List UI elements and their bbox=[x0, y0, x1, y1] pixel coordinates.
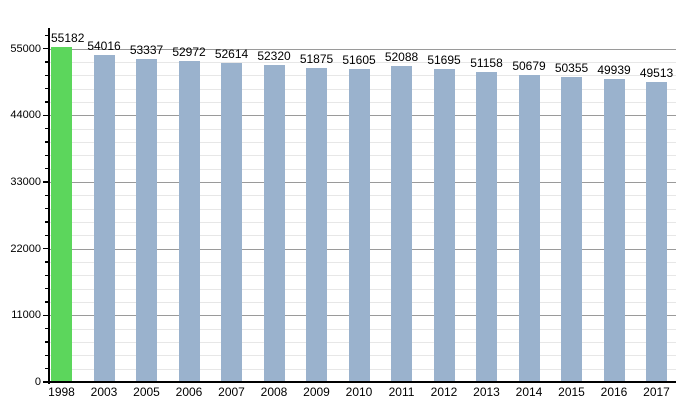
x-tick-label: 2007 bbox=[218, 385, 245, 399]
x-tick-label: 2005 bbox=[133, 385, 160, 399]
bar-value-label: 53337 bbox=[129, 42, 164, 57]
y-axis-minor-tick bbox=[44, 261, 49, 263]
bar-2015 bbox=[561, 76, 582, 383]
x-tick-label: 2015 bbox=[558, 385, 585, 399]
bar-value-label: 52972 bbox=[172, 44, 206, 59]
x-tick-label: 2011 bbox=[388, 385, 415, 399]
bar-2003 bbox=[93, 54, 115, 383]
y-axis-minor-tick bbox=[44, 154, 49, 157]
y-gridline-minor bbox=[49, 61, 676, 63]
x-tick-label: 2009 bbox=[303, 385, 330, 399]
y-tick-label: 22000 bbox=[10, 242, 41, 255]
y-tick-label: 44000 bbox=[10, 109, 41, 122]
bar-2007 bbox=[221, 63, 242, 383]
bar-2010 bbox=[348, 69, 370, 383]
y-axis-minor-tick bbox=[44, 61, 49, 63]
y-axis-major-tick bbox=[42, 381, 49, 383]
x-tick-label: 2006 bbox=[175, 385, 203, 399]
bar-2013 bbox=[476, 71, 497, 383]
bar-value-label: 51695 bbox=[427, 52, 461, 67]
bar-value-label: 55182 bbox=[51, 31, 85, 46]
y-tick-label: 0 bbox=[34, 376, 41, 388]
y-axis-minor-tick bbox=[44, 194, 49, 197]
y-axis-minor-tick bbox=[44, 341, 49, 343]
x-tick-label: 2012 bbox=[430, 385, 458, 399]
y-tick-label: 33000 bbox=[10, 175, 41, 188]
bar-2008 bbox=[263, 64, 285, 383]
y-axis-line bbox=[48, 28, 50, 384]
y-tick-label: 55000 bbox=[10, 42, 41, 55]
x-tick-label: 2010 bbox=[345, 385, 373, 399]
x-tick-label: 2013 bbox=[473, 385, 500, 399]
y-axis-minor-tick bbox=[44, 354, 49, 357]
x-tick-label: 2016 bbox=[600, 385, 628, 399]
bar-value-label: 52088 bbox=[384, 50, 419, 65]
y-gridline-major bbox=[49, 48, 676, 50]
y-axis-minor-tick bbox=[44, 127, 49, 130]
y-axis-minor-tick bbox=[44, 207, 49, 210]
x-tick-label: 2014 bbox=[515, 385, 543, 399]
y-axis-minor-tick bbox=[44, 87, 49, 90]
y-axis-minor-tick bbox=[44, 141, 49, 143]
y-axis-major-tick bbox=[42, 314, 49, 317]
bar-2006 bbox=[178, 60, 200, 383]
y-axis-minor-tick bbox=[44, 301, 49, 303]
y-axis-minor-tick bbox=[44, 274, 49, 277]
x-tick-label: 1998 bbox=[48, 385, 75, 399]
bar-value-label: 51158 bbox=[470, 55, 503, 70]
bar-2009 bbox=[306, 67, 327, 383]
y-axis-minor-tick bbox=[44, 34, 49, 36]
y-axis-minor-tick bbox=[44, 167, 49, 170]
bar-value-label: 51875 bbox=[299, 51, 334, 66]
y-axis-minor-tick bbox=[44, 327, 49, 330]
y-axis-major-tick bbox=[42, 247, 49, 250]
bar-value-label: 51605 bbox=[342, 53, 376, 68]
x-tick-label: 2003 bbox=[90, 385, 118, 399]
x-tick-label: 2008 bbox=[260, 385, 288, 399]
y-axis-minor-tick bbox=[44, 234, 49, 237]
bar-2012 bbox=[433, 68, 455, 383]
y-axis-minor-tick bbox=[44, 74, 49, 77]
bar-value-label: 50355 bbox=[554, 60, 589, 75]
bar-value-label: 52614 bbox=[214, 47, 249, 62]
bar-2017 bbox=[646, 81, 667, 383]
bar-2016 bbox=[603, 79, 625, 383]
y-axis-major-tick bbox=[42, 47, 49, 50]
y-tick-label: 11000 bbox=[11, 309, 41, 322]
y-axis-major-tick bbox=[42, 114, 49, 117]
bar-value-label: 49939 bbox=[597, 63, 631, 78]
bar-value-label: 49513 bbox=[639, 65, 674, 80]
bar-1998 bbox=[51, 47, 72, 383]
y-axis-minor-tick bbox=[44, 101, 49, 103]
bar-2011 bbox=[391, 66, 412, 383]
bar-value-label: 50679 bbox=[512, 58, 546, 73]
x-tick-label: 2017 bbox=[643, 385, 670, 399]
y-axis-minor-tick bbox=[44, 287, 49, 290]
bar-2005 bbox=[136, 58, 157, 383]
y-axis-minor-tick bbox=[44, 221, 49, 223]
y-axis-major-tick bbox=[42, 181, 49, 183]
bar-2014 bbox=[518, 74, 540, 383]
bar-value-label: 54016 bbox=[87, 38, 121, 53]
x-axis-line bbox=[48, 381, 676, 383]
bar-value-label: 52320 bbox=[257, 48, 291, 63]
y-axis-minor-tick bbox=[44, 367, 49, 370]
